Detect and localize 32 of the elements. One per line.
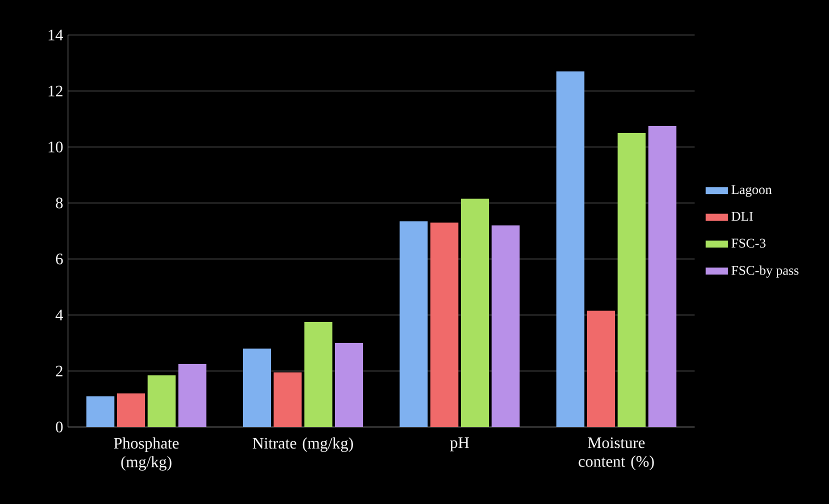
y-tick-label: 0 xyxy=(56,422,63,432)
bar xyxy=(400,221,428,427)
bar xyxy=(586,310,615,427)
bar xyxy=(430,222,458,427)
x-tick-label: Moisture content (%) xyxy=(578,437,654,470)
legend-label: Lagoon xyxy=(732,185,772,197)
bar xyxy=(304,322,332,427)
bar xyxy=(648,126,676,427)
x-tick-label: pH xyxy=(450,437,469,452)
bar xyxy=(243,348,271,427)
bar xyxy=(274,372,302,427)
bar xyxy=(335,343,363,427)
x-tick-label: Phosphate (mg/kg) xyxy=(114,437,179,471)
bar xyxy=(556,71,584,427)
bar xyxy=(618,133,646,427)
legend-label: DLI xyxy=(732,212,753,221)
y-tick-label: 4 xyxy=(56,310,64,320)
bar xyxy=(148,375,176,427)
bar xyxy=(492,225,520,427)
legend-label: FSC-by pass xyxy=(732,266,798,278)
bar xyxy=(178,364,206,427)
legend-label: FSC-3 xyxy=(732,238,766,248)
x-tick-label: Nitrate (mg/kg) xyxy=(252,437,353,452)
y-tick-label: 10 xyxy=(48,142,63,152)
bar xyxy=(117,393,145,427)
y-tick-label: 12 xyxy=(48,86,62,96)
bar xyxy=(86,396,114,427)
y-tick-label: 6 xyxy=(56,254,63,264)
y-tick-label: 14 xyxy=(48,30,64,40)
y-tick-label: 8 xyxy=(56,198,63,208)
y-tick-label: 2 xyxy=(56,366,62,376)
bar xyxy=(460,198,489,427)
